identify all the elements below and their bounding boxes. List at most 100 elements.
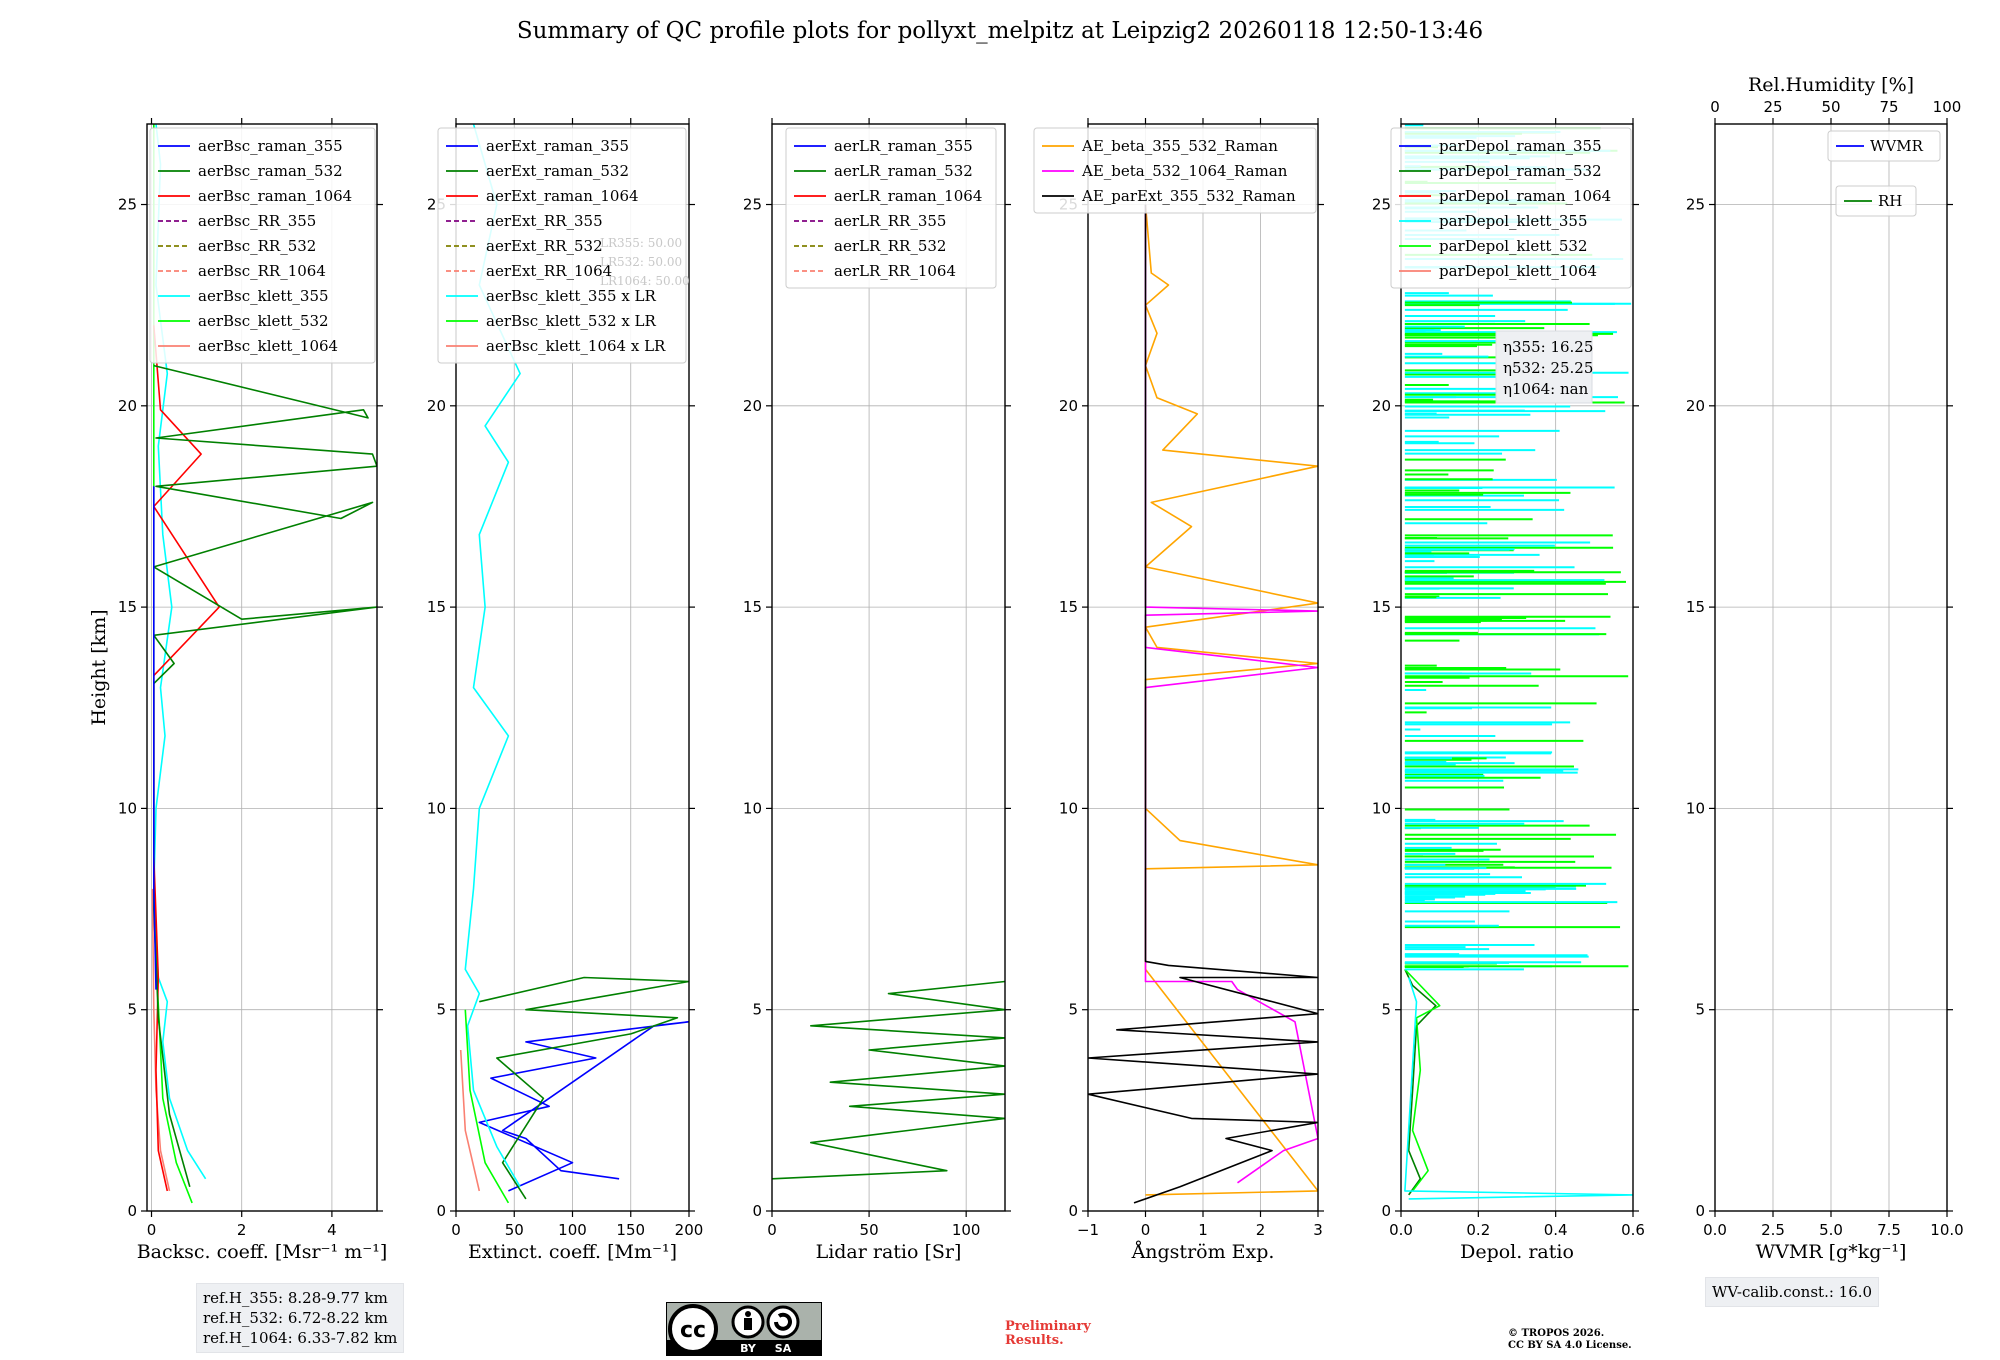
ref-height-1064: ref.H_1064: 6.33-7.82 km — [203, 1329, 398, 1347]
x-tick-label: 1 — [1198, 1221, 1208, 1239]
series-line-aerBsc_raman_355 — [153, 486, 157, 990]
series-line-aerLR_raman_532 — [772, 980, 1005, 1180]
series-line-AE_beta_355_532_Raman — [1144, 204, 1318, 1196]
series-line-aerExt_raman_532 — [479, 976, 689, 1200]
x-axis-label: Depol. ratio — [1460, 1241, 1574, 1263]
y-tick-label: 15 — [118, 598, 137, 616]
panel-wv: 0.0 2.5 5.0 7.5 10.0 0 5 10 15 20 25 WVMR [g*kg⁻¹] 0… — [1686, 74, 1964, 1263]
y-tick-label: 0 — [1695, 1202, 1705, 1220]
legend-entry: parDepol_raman_532 — [1439, 162, 1602, 180]
y-tick-label: 20 — [743, 397, 762, 415]
lr-annotation-line: LR355: 50.00 — [600, 236, 682, 250]
x-tick-label: 0.0 — [1389, 1221, 1413, 1239]
legend-box — [149, 127, 376, 364]
y-tick-label: 25 — [1686, 196, 1705, 214]
x-axis-label: Lidar ratio [Sr] — [816, 1241, 962, 1263]
series-group — [772, 980, 1005, 1180]
y-tick-label: 0 — [1381, 1202, 1391, 1220]
top-tick-label: 25 — [1763, 98, 1782, 116]
y-tick-label: 5 — [1381, 1001, 1391, 1019]
x-tick-label: 50 — [505, 1221, 524, 1239]
legend-lr: aerLR_raman_355 aerLR_raman_532 aerLR_rama… — [785, 127, 997, 289]
legend-entry: aerLR_raman_1064 — [834, 187, 982, 205]
preliminary-note: Preliminary Results. — [1005, 1320, 1091, 1348]
legend-box — [437, 127, 687, 364]
legend-entry: parDepol_raman_355 — [1439, 137, 1602, 155]
y-tick-label: 5 — [1068, 1001, 1078, 1019]
y-tick-label: 10 — [743, 799, 762, 817]
y-tick-label: 0 — [1068, 1202, 1078, 1220]
legend-entry: aerExt_raman_532 — [486, 162, 629, 180]
x-tick-label: 100 — [952, 1221, 981, 1239]
legend-entry: aerBsc_raman_532 — [198, 162, 343, 180]
y-tick-label: 15 — [743, 598, 762, 616]
wv-calibration-box: WV-calib.const.: 16.0 — [1705, 1277, 1880, 1307]
axes-frame — [146, 123, 378, 1212]
eta-box: η355: 16.25 η532: 25.25 η1064: nan — [1495, 330, 1593, 404]
series-group — [1088, 204, 1318, 1204]
series-line-aerBsc_klett_1064 x LR — [459, 1049, 481, 1192]
series-line-parDepol_klett_355 — [1404, 977, 1633, 1200]
top-axis-label: Rel.Humidity [%] — [1748, 74, 1914, 96]
y-tick-label: 20 — [1372, 397, 1391, 415]
copyright-note: © TROPOS 2026. CC BY SA 4.0 License. — [1508, 1328, 1632, 1352]
preliminary-line-2: Results. — [1005, 1333, 1064, 1348]
ref-height-355: ref.H_355: 8.28-9.77 km — [203, 1289, 388, 1307]
legend-entry: aerExt_RR_355 — [486, 212, 603, 230]
y-tick-label: 10 — [118, 799, 137, 817]
x-tick-label: 0 — [147, 1221, 157, 1239]
cc-license-icon: cc BY SA — [666, 1302, 822, 1356]
legend-entry: aerBsc_RR_1064 — [198, 262, 326, 280]
series-line-aerBsc_raman_532 — [153, 364, 377, 1188]
legend-entry: aerLR_raman_532 — [834, 162, 973, 180]
copyright-line-2: CC BY SA 4.0 License. — [1508, 1340, 1632, 1351]
legend-entry: aerBsc_klett_1064 — [198, 337, 338, 355]
eta-line: η532: 25.25 — [1503, 359, 1593, 377]
legend-box — [785, 127, 997, 289]
x-tick-label: 0 — [767, 1221, 777, 1239]
cc-sa-label: SA — [775, 1342, 792, 1355]
legend-entry: aerExt_RR_532 — [486, 237, 603, 255]
x-axis-label: WVMR [g*kg⁻¹] — [1756, 1241, 1907, 1263]
x-tick-label: 50 — [860, 1221, 879, 1239]
y-tick-label: 20 — [1686, 397, 1705, 415]
x-tick-label: 7.5 — [1877, 1221, 1901, 1239]
legend-box — [1033, 127, 1317, 214]
legend-entry: aerExt_raman_1064 — [486, 187, 639, 205]
axes-frame — [771, 123, 1006, 1212]
x-tick-label: 10.0 — [1930, 1221, 1963, 1239]
x-tick-label: 200 — [675, 1221, 704, 1239]
cc-by-label: BY — [740, 1342, 757, 1355]
legend-entry: aerBsc_klett_532 x LR — [486, 312, 657, 330]
legend-entry: aerBsc_klett_532 — [198, 312, 329, 330]
legend-entry: parDepol_raman_1064 — [1439, 187, 1611, 205]
legend-entry: AE_beta_355_532_Raman — [1081, 137, 1278, 155]
y-tick-label: 25 — [1372, 196, 1391, 214]
series-group — [459, 124, 689, 1204]
legend-wv: WVMR RH — [1827, 130, 1941, 217]
y-tick-label: 5 — [1695, 1001, 1705, 1019]
lr-annotation-line: LR1064: 50.00 — [600, 274, 690, 288]
x-tick-label: 150 — [616, 1221, 645, 1239]
legend-entry: aerBsc_klett_355 x LR — [486, 287, 657, 305]
y-axis-label: Height [km] — [88, 609, 110, 725]
legend-entry: aerBsc_klett_1064 x LR — [486, 337, 666, 355]
y-tick-label: 15 — [1686, 598, 1705, 616]
legend-entry: aerBsc_raman_355 — [198, 137, 343, 155]
series-line-aerBsc_klett_532 x LR — [464, 1009, 510, 1204]
y-tick-label: 10 — [1372, 799, 1391, 817]
x-axis-label: Ångström Exp. — [1131, 1241, 1275, 1263]
legend-entry: aerBsc_RR_532 — [198, 237, 316, 255]
y-tick-label: 15 — [1059, 598, 1078, 616]
y-tick-label: 20 — [118, 397, 137, 415]
x-axis-label: Extinct. coeff. [Mm⁻¹] — [468, 1241, 677, 1263]
copyright-line-1: © TROPOS 2026. — [1508, 1328, 1605, 1339]
legend-ext: aerExt_raman_355 aerExt_raman_532 aerExt_r… — [437, 127, 687, 364]
legend-entry: AE_beta_532_1064_Raman — [1081, 162, 1288, 180]
y-tick-label: 15 — [427, 598, 446, 616]
x-tick-label: 0 — [451, 1221, 461, 1239]
y-tick-label: 20 — [427, 397, 446, 415]
axes-frame — [1400, 123, 1634, 1212]
eta-box-bg — [1495, 330, 1593, 404]
